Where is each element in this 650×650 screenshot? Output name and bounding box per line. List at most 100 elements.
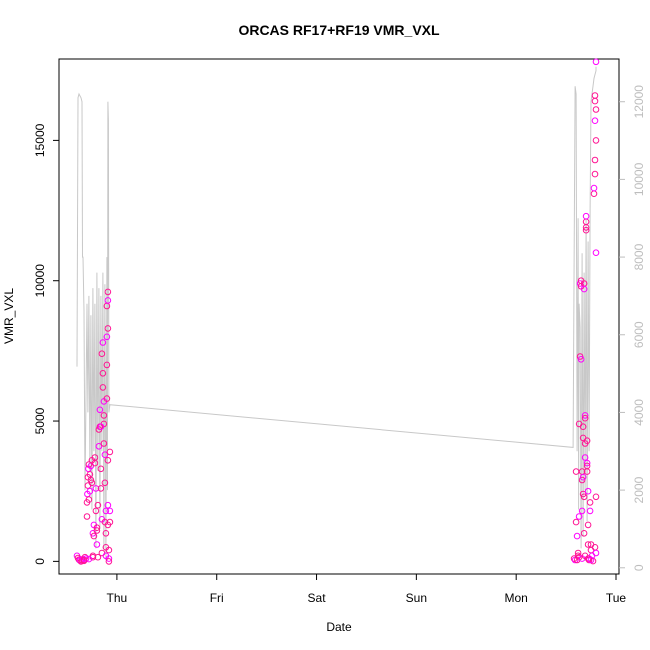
data-point xyxy=(580,530,588,537)
data-point xyxy=(105,546,113,554)
data-point xyxy=(98,350,106,358)
data-point xyxy=(106,507,114,515)
data-point xyxy=(94,501,102,509)
data-point xyxy=(582,226,590,234)
data-point xyxy=(101,451,109,459)
secondary-y-axis: 0 2000 4000 6000 8000 10000 12000 xyxy=(619,85,646,571)
data-point xyxy=(96,406,104,414)
data-point xyxy=(81,553,89,561)
secondary-line-layer xyxy=(76,66,597,561)
data-point xyxy=(591,170,599,178)
y2-tick-label: 10000 xyxy=(632,162,646,196)
data-point xyxy=(574,549,582,557)
data-point xyxy=(572,518,580,526)
data-point xyxy=(104,297,112,304)
data-point xyxy=(89,553,97,561)
data-point xyxy=(103,361,111,369)
data-point xyxy=(88,479,96,487)
data-point xyxy=(587,556,595,564)
y-tick-label: 10000 xyxy=(33,264,47,298)
data-point xyxy=(85,496,93,503)
data-point xyxy=(90,532,98,540)
data-point xyxy=(97,485,105,492)
y-axis: 0 5000 10000 15000 xyxy=(33,123,59,565)
data-point xyxy=(95,443,103,450)
data-point xyxy=(591,156,599,164)
data-point xyxy=(104,288,112,296)
x-tick-label: Tue xyxy=(606,591,627,605)
data-point xyxy=(584,521,592,529)
data-point xyxy=(83,513,91,520)
y2-tick-label: 12000 xyxy=(632,85,646,119)
data-point xyxy=(579,490,587,498)
data-point xyxy=(103,333,111,341)
data-point xyxy=(592,106,600,113)
x-tick-label: Mon xyxy=(505,591,528,605)
data-point xyxy=(591,544,599,551)
data-point xyxy=(101,479,109,487)
data-point xyxy=(97,465,105,473)
data-point xyxy=(578,476,586,484)
data-point xyxy=(590,184,598,192)
data-point xyxy=(586,499,594,506)
data-point xyxy=(92,485,100,492)
data-point xyxy=(93,524,101,532)
data-point xyxy=(577,356,585,363)
data-point xyxy=(583,459,591,467)
data-point xyxy=(580,493,588,501)
data-point xyxy=(582,224,590,231)
data-point xyxy=(106,518,114,526)
data-point xyxy=(104,457,112,464)
data-point xyxy=(575,513,583,520)
data-point xyxy=(592,58,600,66)
data-point xyxy=(93,541,101,548)
data-point xyxy=(87,476,95,484)
data-point xyxy=(105,558,113,565)
data-point xyxy=(590,190,598,197)
data-point xyxy=(586,507,594,515)
data-point xyxy=(573,532,581,540)
data-point xyxy=(99,339,107,346)
data-point xyxy=(592,249,600,256)
points-layer xyxy=(73,58,600,565)
y2-tick-label: 8000 xyxy=(632,243,646,270)
x-axis: Thu Fri Sat Sun Mon Tue xyxy=(107,574,627,605)
data-point xyxy=(86,487,94,495)
data-point xyxy=(583,468,591,475)
data-point xyxy=(106,448,114,456)
y2-tick-label: 6000 xyxy=(632,321,646,348)
data-point xyxy=(576,353,584,360)
y-tick-label: 15000 xyxy=(33,123,47,157)
data-point xyxy=(581,412,589,419)
data-point xyxy=(91,454,99,461)
data-point xyxy=(580,285,588,293)
data-point xyxy=(591,117,599,124)
data-point xyxy=(93,527,101,534)
data-point xyxy=(102,507,110,515)
data-point xyxy=(592,493,600,501)
y2-tick-label: 4000 xyxy=(632,399,646,426)
data-point xyxy=(581,454,589,461)
data-point xyxy=(85,555,93,563)
chart-title: ORCAS RF17+RF19 VMR_VXL xyxy=(238,22,440,38)
data-point xyxy=(94,553,102,561)
data-point xyxy=(99,384,107,391)
x-tick-label: Sun xyxy=(406,591,427,605)
data-point xyxy=(100,440,108,447)
y2-tick-label: 2000 xyxy=(632,476,646,503)
data-point xyxy=(592,549,600,557)
data-point xyxy=(98,549,106,557)
data-point xyxy=(575,553,583,561)
data-point xyxy=(100,412,108,419)
data-point xyxy=(591,92,599,99)
y-tick-label: 0 xyxy=(33,558,47,565)
data-point xyxy=(579,423,587,431)
data-point xyxy=(97,423,105,431)
data-point xyxy=(99,370,107,377)
y-axis-label: VMR_VXL xyxy=(2,288,16,344)
y2-tick-label: 0 xyxy=(632,564,646,571)
data-point xyxy=(104,501,112,509)
data-point xyxy=(80,556,88,564)
data-point xyxy=(584,487,592,495)
